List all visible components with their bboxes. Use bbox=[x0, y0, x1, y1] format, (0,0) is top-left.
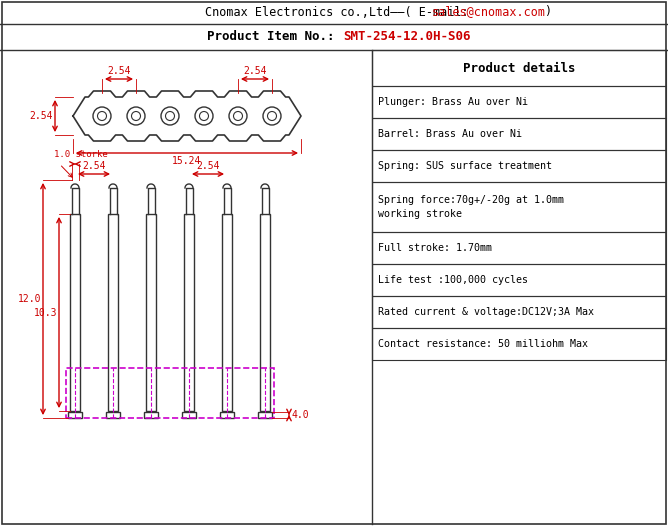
Text: 15.24: 15.24 bbox=[172, 156, 202, 166]
Bar bbox=[220, 412, 234, 418]
Bar bbox=[70, 214, 80, 411]
Text: Plunger: Brass Au over Ni: Plunger: Brass Au over Ni bbox=[378, 97, 528, 107]
Bar bbox=[372, 150, 666, 182]
Text: Cnomax Electronics co.,Ltd——( E-mail:: Cnomax Electronics co.,Ltd——( E-mail: bbox=[205, 5, 476, 18]
Bar bbox=[184, 214, 194, 411]
Bar bbox=[372, 264, 666, 296]
Text: Full stroke: 1.70mm: Full stroke: 1.70mm bbox=[378, 243, 492, 253]
Bar bbox=[258, 412, 272, 418]
Text: 2.54: 2.54 bbox=[108, 66, 131, 76]
Bar bbox=[372, 182, 666, 232]
Bar bbox=[372, 86, 666, 118]
Bar bbox=[106, 412, 120, 418]
Text: ): ) bbox=[544, 5, 551, 18]
Text: Rated current & voltage:DC12V;3A Max: Rated current & voltage:DC12V;3A Max bbox=[378, 307, 594, 317]
Text: Product details: Product details bbox=[463, 62, 575, 75]
Text: SMT-254-12.0H-S06: SMT-254-12.0H-S06 bbox=[343, 31, 470, 44]
Bar bbox=[108, 214, 118, 411]
Text: Barrel: Brass Au over Ni: Barrel: Brass Au over Ni bbox=[378, 129, 522, 139]
Bar bbox=[372, 232, 666, 264]
Bar bbox=[182, 412, 196, 418]
Bar bbox=[372, 328, 666, 360]
Text: Contact resistance: 50 milliohm Max: Contact resistance: 50 milliohm Max bbox=[378, 339, 588, 349]
Bar bbox=[372, 50, 666, 86]
Bar bbox=[222, 214, 232, 411]
Text: 4.0: 4.0 bbox=[291, 410, 309, 420]
Bar bbox=[66, 368, 274, 418]
Text: Life test :100,000 cycles: Life test :100,000 cycles bbox=[378, 275, 528, 285]
Text: 2.54: 2.54 bbox=[243, 66, 267, 76]
Text: 1.0 storke: 1.0 storke bbox=[53, 150, 108, 159]
Bar bbox=[260, 214, 270, 411]
Bar bbox=[68, 412, 82, 418]
Text: Spring force:70g+/-20g at 1.0mm
working stroke: Spring force:70g+/-20g at 1.0mm working … bbox=[378, 195, 564, 219]
Text: sales@cnomax.com: sales@cnomax.com bbox=[432, 5, 546, 18]
Text: 2.54: 2.54 bbox=[196, 161, 220, 171]
Text: 2.54: 2.54 bbox=[29, 111, 53, 121]
Bar bbox=[144, 412, 158, 418]
Text: 2.54: 2.54 bbox=[82, 161, 106, 171]
Text: 10.3: 10.3 bbox=[33, 308, 57, 318]
Text: 12.0: 12.0 bbox=[17, 294, 41, 304]
Bar bbox=[372, 118, 666, 150]
Bar bbox=[146, 214, 156, 411]
Bar bbox=[372, 296, 666, 328]
Text: Spring: SUS surface treatment: Spring: SUS surface treatment bbox=[378, 161, 552, 171]
Text: Product Item No.:: Product Item No.: bbox=[207, 31, 342, 44]
